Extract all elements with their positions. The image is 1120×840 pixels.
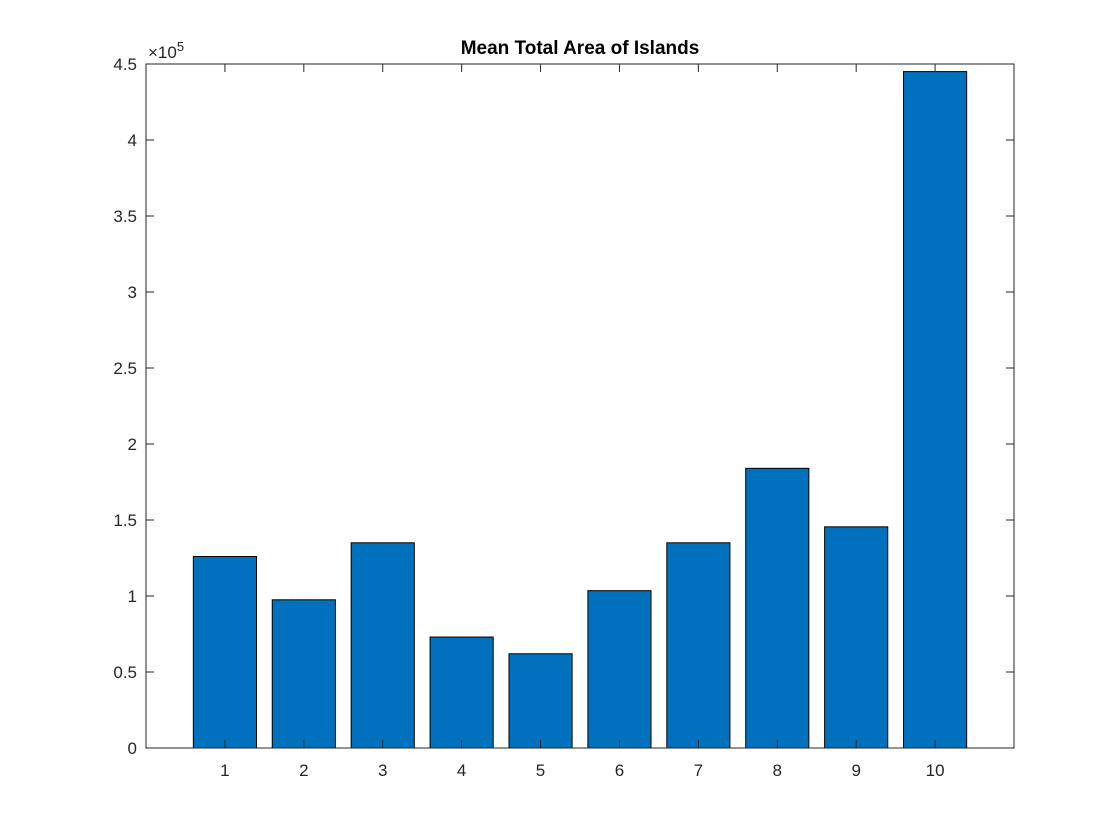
bar-2 [271, 599, 336, 749]
y-tick-label-2: 1 [128, 587, 137, 606]
y-tick-label-4: 2 [128, 435, 137, 454]
x-tick-label-5: 5 [536, 761, 545, 780]
bar-10 [903, 71, 968, 749]
y-tick-label-5: 2.5 [113, 359, 137, 378]
x-tick-label-8: 8 [773, 761, 782, 780]
bar-8 [745, 467, 810, 749]
bar-9 [824, 526, 889, 749]
y-tick-label-9: 4.5 [113, 55, 137, 74]
x-tick-label-1: 1 [220, 761, 229, 780]
labels-layer: 1 2 3 4 5 6 7 8 9 10 0 0.5 1 1.5 2 2.5 3 3.5 4 4.5 [113, 55, 944, 780]
x-tick-label-4: 4 [457, 761, 466, 780]
x-tick-label-10: 10 [926, 761, 945, 780]
bar-5 [508, 653, 573, 749]
bar-3 [350, 542, 415, 749]
x-tick-label-9: 9 [851, 761, 860, 780]
y-tick-label-8: 4 [128, 131, 137, 150]
y-tick-label-1: 0.5 [113, 663, 137, 682]
x-tick-label-2: 2 [299, 761, 308, 780]
axes-box [145, 63, 1015, 749]
y-exponent-power: 5 [177, 39, 184, 54]
bar-6 [587, 590, 652, 749]
y-tick-label-6: 3 [128, 283, 137, 302]
x-tick-label-6: 6 [615, 761, 624, 780]
y-exponent-base: ×10 [148, 43, 177, 62]
bars-layer [192, 71, 968, 749]
y-tick-label-0: 0 [128, 739, 137, 758]
y-axis-exponent: ×105 [148, 39, 184, 62]
bar-1 [192, 555, 257, 749]
bar-7 [666, 542, 731, 749]
chart-title: Mean Total Area of Islands [461, 38, 700, 59]
y-tick-label-7: 3.5 [113, 207, 137, 226]
ticks-layer [146, 63, 1014, 749]
y-tick-label-3: 1.5 [113, 511, 137, 530]
x-tick-label-3: 3 [378, 761, 387, 780]
bar-4 [429, 636, 494, 749]
x-tick-label-7: 7 [694, 761, 703, 780]
